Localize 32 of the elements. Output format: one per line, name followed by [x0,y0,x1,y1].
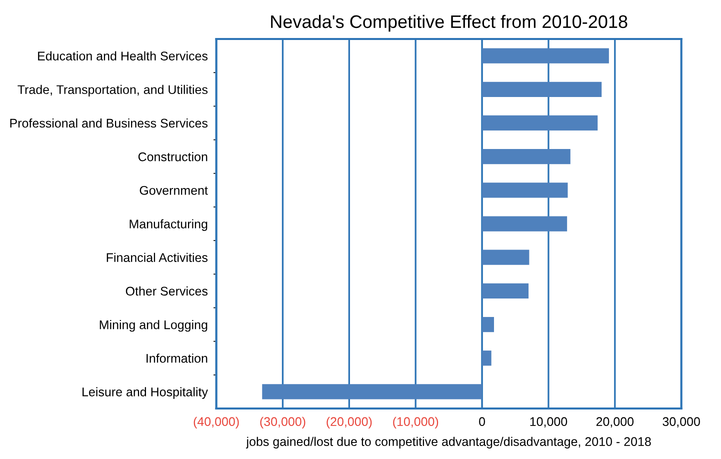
x-axis-title: jobs gained/lost due to competitive advantage/disadvantage, 2010 - 2018 [246,436,651,448]
bar [482,48,609,64]
y-tick-label: Leisure and Hospitality [82,387,208,399]
bar [262,384,482,400]
bar [482,350,492,366]
bar [482,250,530,265]
bar [482,316,494,332]
bar [482,149,570,164]
y-tick-label: Financial Activities [106,252,208,262]
bar [482,216,568,232]
x-tick-label: 0 [479,417,486,426]
x-tick-label: 30,000 [662,417,700,428]
y-tick-label: Professional and Business Services [10,118,208,128]
chart-title: Nevada's Competitive Effect from 2010-2018 [271,14,628,32]
x-tick-label: 20,000 [596,417,634,428]
bar [482,182,568,198]
y-tick-label: Education and Health Services [38,51,208,60]
y-tick-label: Construction [138,152,208,162]
bar [482,115,598,131]
x-tick-label: (40,000) [194,416,239,428]
y-tick-label: Information [146,354,208,363]
x-tick-label: 10,000 [530,417,568,428]
x-tick-label: (30,000) [260,416,306,428]
y-tick-label: Mining and Logging [100,320,208,332]
y-tick-label: Trade, Transportation, and Utilities [18,84,208,97]
bar [482,283,529,298]
y-tick-label: Government [140,186,208,195]
bar [482,82,602,97]
y-tick-label: Manufacturing [130,219,208,231]
y-tick-label: Other Services [126,286,208,296]
x-tick-label: (20,000) [326,416,372,428]
x-tick-label: (10,000) [393,416,438,428]
